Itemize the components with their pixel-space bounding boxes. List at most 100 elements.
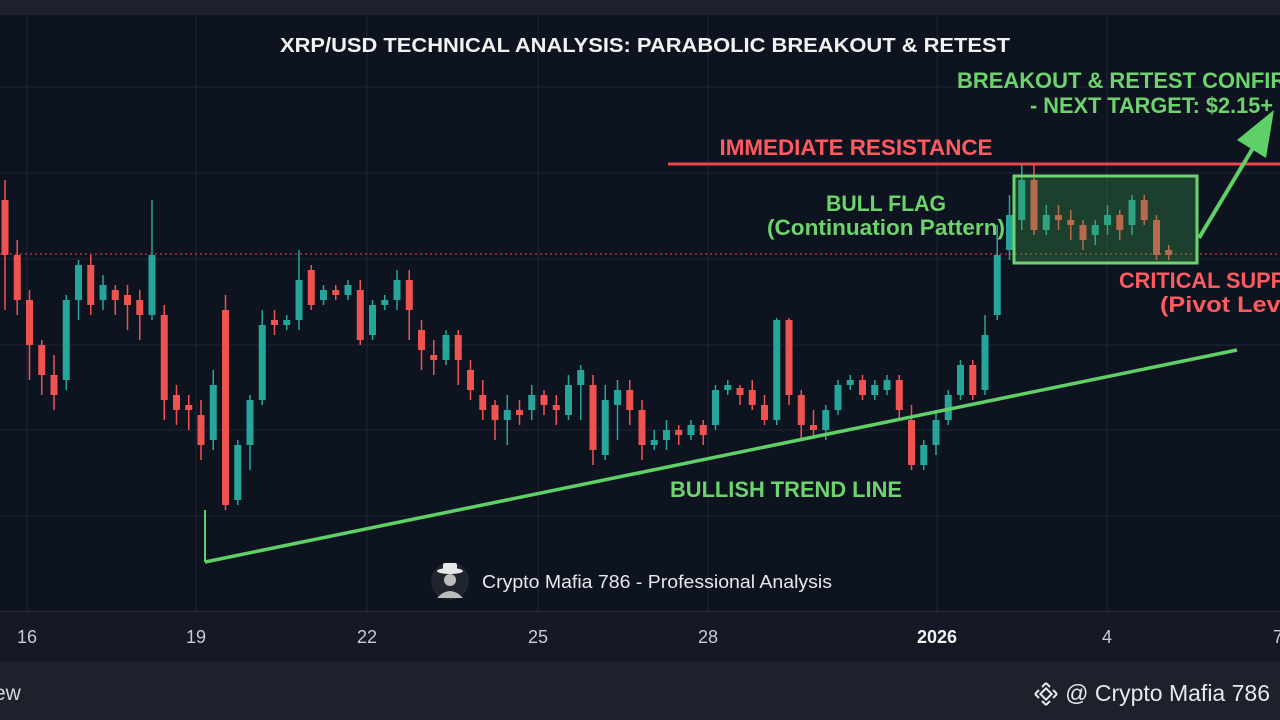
candle-body [1140,200,1148,220]
candle [1153,215,1160,260]
candle-body [111,290,119,300]
candle-body [859,380,866,395]
x-tick-label: 7 [1273,627,1280,647]
candle [810,410,817,435]
breakout-label-line2: - NEXT TARGET: $2.15+ [1030,93,1273,118]
candle-body [687,425,695,435]
candle [503,395,511,445]
candle-body [197,415,205,445]
binance-logo-icon [1034,681,1058,706]
candle [957,360,964,400]
candle [565,375,572,420]
critical-support-label: CRITICAL SUPPORT [1119,268,1280,293]
time-axis[interactable] [0,611,1280,662]
candle-body [271,320,278,325]
x-axis-ticks: 16 19 22 25 28 2026 4 7 [17,627,1280,647]
candle [307,265,315,310]
chart-area[interactable] [0,15,1280,611]
candle-body [1006,215,1013,250]
candle-body [295,280,303,320]
candle-body [528,395,536,410]
candle-body [993,255,1001,315]
candle-body [650,440,658,445]
candle-body [1116,215,1124,230]
candle [981,315,989,395]
candle-body [577,370,585,385]
candle-body [50,375,58,395]
candle-body [234,445,242,500]
candle [675,425,683,445]
candle [197,400,205,460]
candle-body [258,325,266,400]
candle [148,200,156,320]
candle [418,320,425,370]
candle-body [944,395,952,420]
candle [663,420,670,450]
candle-body [871,385,879,395]
candle [430,340,438,375]
candle [1165,245,1173,260]
x-tick-label: 22 [357,627,377,647]
x-tick-label: 25 [528,627,548,647]
footer-credit-text: @ Crypto Mafia 786 [1065,680,1270,706]
candle-body [1104,215,1111,225]
candle [393,270,401,310]
candle-body [846,380,854,385]
candle [13,240,21,315]
candle [797,390,805,440]
candle-body [601,400,609,455]
candle-body [1067,220,1075,225]
candle [577,365,585,420]
candle-body [565,385,572,415]
candle-body [932,420,940,445]
candlestick-series [1,165,1173,510]
x-tick-label: 28 [698,627,718,647]
candle [160,305,168,420]
candle [222,295,229,510]
candle-body [810,425,817,430]
critical-support-sublabel: (Pivot Level) [1160,292,1280,317]
candle-body [246,400,254,445]
candle [687,420,695,440]
candle-body [895,380,903,410]
candle-body [675,430,683,435]
candle-body [442,335,450,360]
candle [712,385,719,430]
candle [1079,220,1087,250]
candle-body [430,355,438,360]
candle [124,285,131,330]
candle [589,375,597,465]
candle [748,380,756,410]
candle [834,380,842,415]
bull-flag-box [1012,174,1199,265]
candle-body [1091,225,1099,235]
candle-body [13,255,21,300]
candle [258,310,266,405]
candle-body [736,388,744,395]
candle [38,340,46,395]
candle-body [724,385,732,390]
candle-body [75,265,82,300]
candle-body [393,280,401,300]
candle [1128,195,1136,235]
candle-body [638,410,646,445]
candle-body [418,330,425,350]
candle [1006,195,1013,260]
candle [271,310,278,335]
candle-body [1079,225,1087,240]
candle-body [1055,215,1062,220]
candle [467,360,474,400]
candle [859,375,866,400]
candle [944,390,952,425]
candle [552,395,560,425]
candle [491,400,499,440]
candle [1091,220,1099,245]
candle [895,375,903,420]
candle [1104,205,1111,235]
candle [650,430,658,450]
candle [920,440,928,470]
candle-body [381,300,389,305]
candle [785,318,793,405]
candle [1116,210,1124,240]
